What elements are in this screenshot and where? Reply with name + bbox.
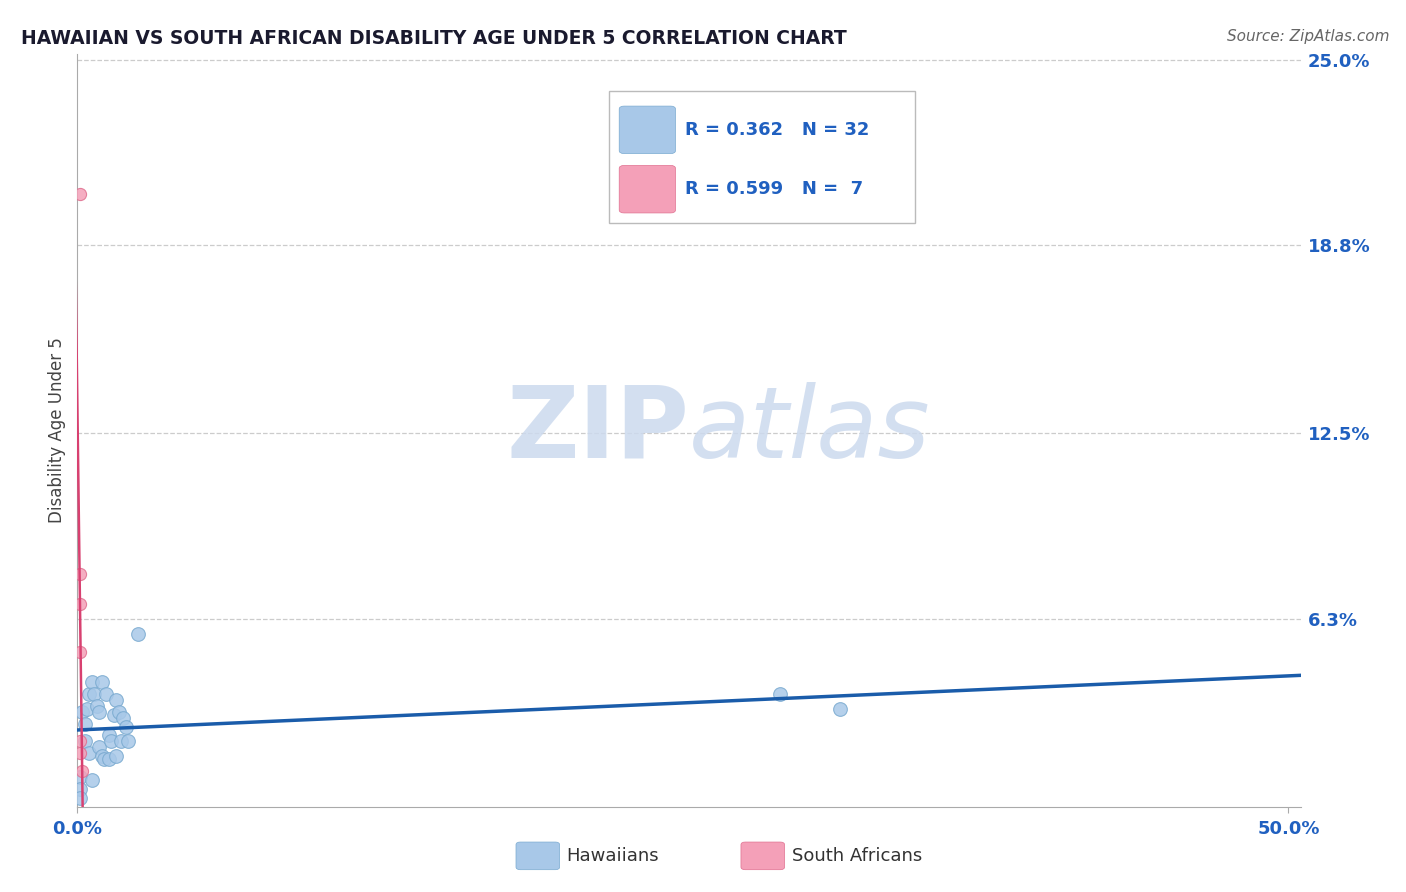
Point — [107, 705, 129, 719]
Point — [89, 740, 111, 755]
Text: R = 0.362   N = 32: R = 0.362 N = 32 — [685, 120, 870, 139]
Point — [70, 705, 93, 719]
Y-axis label: Disability Age Under 5: Disability Age Under 5 — [48, 337, 66, 524]
Point — [69, 770, 91, 784]
Point — [103, 707, 125, 722]
Point — [830, 701, 852, 715]
Text: Hawaiians: Hawaiians — [567, 847, 659, 865]
Point — [127, 627, 149, 641]
Point — [114, 719, 136, 733]
Point — [80, 674, 103, 689]
Point — [69, 747, 91, 761]
Point — [89, 705, 111, 719]
Point — [76, 701, 98, 715]
FancyBboxPatch shape — [619, 106, 675, 153]
Point — [79, 747, 101, 761]
Point — [105, 692, 128, 706]
FancyBboxPatch shape — [619, 165, 675, 213]
FancyBboxPatch shape — [609, 91, 915, 223]
Point — [73, 716, 96, 731]
Text: Source: ZipAtlas.com: Source: ZipAtlas.com — [1226, 29, 1389, 44]
Point — [97, 752, 120, 766]
Point — [69, 187, 91, 202]
Point — [79, 687, 101, 701]
Point — [100, 734, 122, 748]
Text: ZIP: ZIP — [506, 382, 689, 479]
Point — [69, 734, 91, 748]
Point — [105, 749, 128, 764]
Point — [112, 710, 135, 724]
Point — [80, 773, 103, 788]
Point — [97, 729, 120, 743]
Point — [69, 566, 91, 581]
Point — [90, 674, 112, 689]
Point — [90, 749, 112, 764]
Point — [70, 764, 93, 779]
Point — [86, 698, 108, 713]
Point — [769, 687, 792, 701]
Point — [69, 782, 91, 797]
Point — [117, 734, 139, 748]
Point — [69, 597, 91, 611]
Point — [83, 687, 105, 701]
Text: HAWAIIAN VS SOUTH AFRICAN DISABILITY AGE UNDER 5 CORRELATION CHART: HAWAIIAN VS SOUTH AFRICAN DISABILITY AGE… — [21, 29, 846, 47]
Point — [93, 752, 115, 766]
Text: South Africans: South Africans — [792, 847, 922, 865]
Point — [69, 645, 91, 659]
Point — [73, 734, 96, 748]
Point — [96, 687, 118, 701]
Text: R = 0.599   N =  7: R = 0.599 N = 7 — [685, 180, 863, 198]
Point — [69, 791, 91, 805]
Point — [110, 734, 132, 748]
Text: atlas: atlas — [689, 382, 931, 479]
